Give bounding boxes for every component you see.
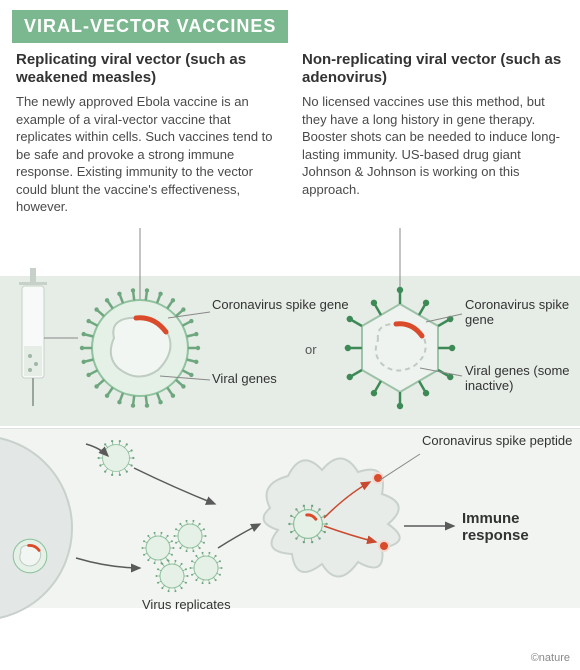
label-virus-replicates: Virus replicates	[142, 598, 231, 613]
label-spike-gene-right: Coronavirus spike gene	[465, 298, 580, 328]
diagram-bottom-band: Coronavirus spike peptide Immune respons…	[0, 428, 580, 633]
left-body: The newly approved Ebola vaccine is an e…	[16, 93, 278, 216]
right-column: Non-replicating viral vector (such as ad…	[302, 51, 564, 216]
label-spike-peptide: Coronavirus spike peptide	[422, 434, 572, 449]
right-heading: Non-replicating viral vector (such as ad…	[302, 51, 564, 87]
label-or: or	[305, 342, 317, 357]
right-body: No licensed vaccines use this method, bu…	[302, 93, 564, 198]
left-column: Replicating viral vector (such as weaken…	[16, 51, 278, 216]
label-viral-genes-left: Viral genes	[212, 372, 277, 387]
diagram-top-band: Coronavirus spike gene Viral genes or Co…	[0, 228, 580, 428]
label-spike-gene-left: Coronavirus spike gene	[212, 298, 349, 313]
label-viral-genes-right: Viral genes (some inactive)	[465, 364, 580, 394]
left-heading: Replicating viral vector (such as weaken…	[16, 51, 278, 87]
copyright-text: ©nature	[531, 652, 570, 664]
infographic-title-bar: VIRAL-VECTOR VACCINES	[12, 10, 288, 43]
text-columns: Replicating viral vector (such as weaken…	[0, 51, 580, 216]
label-immune-response: Immune response	[462, 510, 580, 545]
diagram-top-svg	[0, 228, 580, 428]
